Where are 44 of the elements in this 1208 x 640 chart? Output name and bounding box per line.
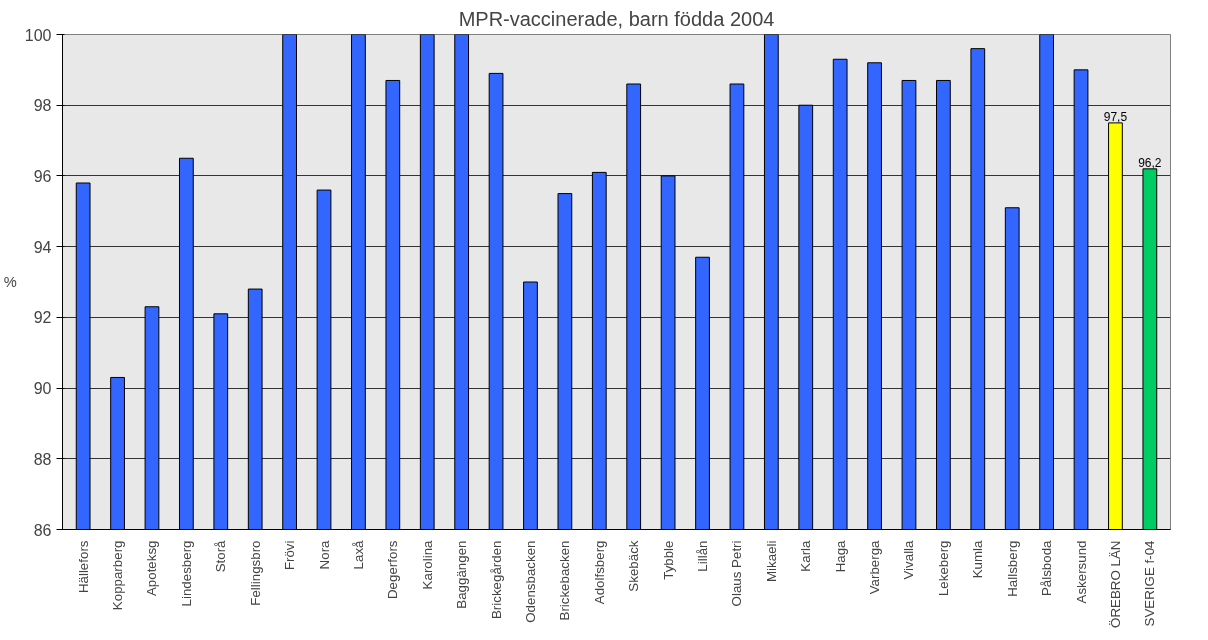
x-tick-label: Frövi	[282, 540, 298, 571]
x-tick-label: Kumla	[970, 539, 986, 579]
x-tick-label: Adolfsberg	[591, 540, 607, 605]
data-label: 97,5	[1103, 109, 1128, 124]
x-tick-label: Skebäck	[626, 540, 642, 592]
y-tick-label: 86	[33, 521, 52, 539]
x-tick-label: ÖREBRO LÄN	[1107, 540, 1123, 628]
x-tick-label: Haga	[832, 539, 848, 573]
x-tick-label: Hällefors	[75, 540, 91, 594]
x-tick-label: Brickegården	[488, 540, 504, 620]
x-tick-label: Karolina	[419, 539, 435, 590]
x-tick-label: Karla	[798, 539, 814, 572]
y-tick-label: 88	[33, 450, 52, 468]
x-tick-label: Askersund	[1073, 540, 1089, 604]
x-tick-label: Vivalla	[901, 539, 917, 580]
x-tick-label: Kopparberg	[110, 540, 126, 611]
y-tick-label: 92	[33, 309, 52, 327]
y-tick-label: 94	[33, 238, 52, 256]
chart-title: MPR-vaccinerade, barn födda 2004	[458, 7, 775, 30]
y-axis-title: %	[3, 274, 17, 290]
y-tick-label: 100	[24, 26, 52, 44]
x-tick-label: Mikaeli	[763, 540, 779, 582]
x-tick-label: Degerfors	[385, 540, 401, 600]
x-tick-label: SVERIGE f-04	[1142, 539, 1158, 627]
x-tick-label: Varberga	[867, 539, 883, 595]
x-tick-label: Lillån	[695, 540, 711, 572]
x-tick-label: Brickebacken	[557, 540, 573, 621]
x-tick-label: Apoteksg	[144, 540, 160, 597]
x-tick-label: Hallsberg	[1004, 540, 1020, 597]
x-tick-label: Nora	[316, 539, 332, 570]
x-tick-label: Fellingsbro	[247, 540, 263, 606]
x-tick-label: Olaus Petri	[729, 540, 745, 607]
x-tick-label: Lindesberg	[178, 540, 194, 607]
y-tick-label: 96	[33, 167, 52, 185]
x-tick-label: Baggängen	[454, 540, 470, 609]
x-tick-label: Lekeberg	[935, 540, 951, 597]
x-tick-label: Laxå	[350, 539, 366, 570]
data-label: 96,2	[1138, 155, 1162, 170]
x-tick-label: Tybble	[660, 540, 676, 580]
x-tick-label: Pålsboda	[1039, 539, 1055, 597]
x-tick-label: Storå	[213, 539, 229, 573]
y-tick-label: 98	[33, 97, 52, 115]
x-tick-label: Odensbacken	[522, 540, 538, 623]
y-tick-label: 90	[33, 380, 52, 398]
